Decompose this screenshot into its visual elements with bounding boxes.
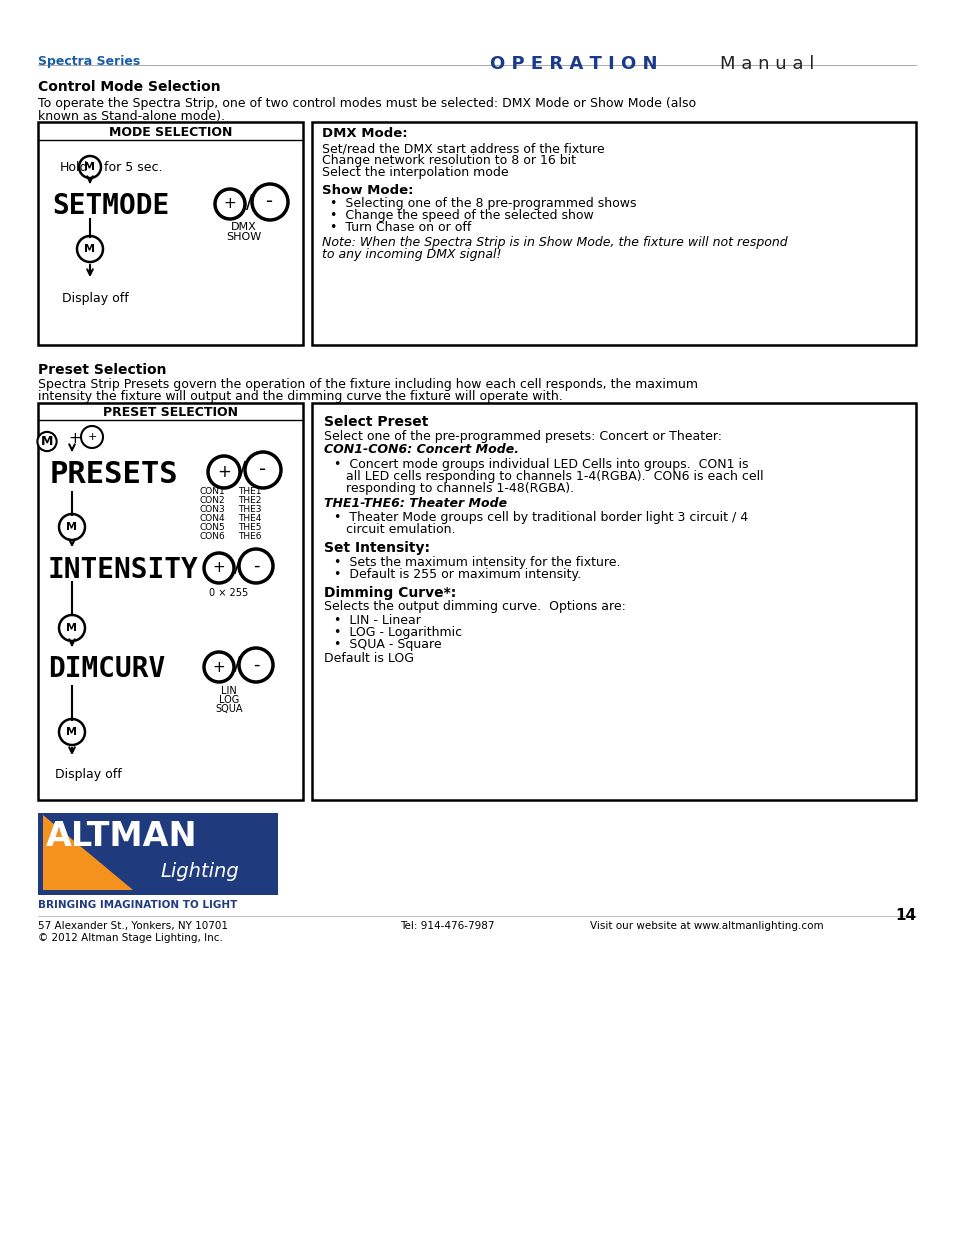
Text: THE3: THE3 [237, 505, 261, 514]
Text: Select the interpolation mode: Select the interpolation mode [322, 165, 508, 179]
Text: Default is LOG: Default is LOG [324, 652, 414, 664]
Text: •  Sets the maximum intensity for the fixture.: • Sets the maximum intensity for the fix… [334, 556, 619, 569]
Text: CON2: CON2 [200, 496, 226, 505]
Text: CON4: CON4 [200, 514, 226, 522]
Text: THE1: THE1 [237, 487, 261, 496]
Text: Visit our website at www.altmanlighting.com: Visit our website at www.altmanlighting.… [589, 921, 822, 931]
Text: LOG: LOG [218, 695, 239, 705]
Text: Change network resolution to 8 or 16 bit: Change network resolution to 8 or 16 bit [322, 154, 576, 167]
Text: Display off: Display off [62, 291, 129, 305]
Bar [38, 403, 303, 800]
Text: MODE SELECTION: MODE SELECTION [109, 126, 232, 140]
Text: /: / [233, 557, 240, 576]
Text: PRESETS: PRESETS [50, 459, 178, 489]
Text: M: M [67, 522, 77, 532]
Text: O P E R A T I O N: O P E R A T I O N [490, 56, 657, 73]
Text: +: + [69, 431, 81, 446]
Text: SETMODE: SETMODE [52, 191, 169, 220]
Text: +: + [213, 659, 225, 674]
Text: -: - [266, 193, 274, 211]
Bar [38, 122, 303, 345]
Text: THE6: THE6 [237, 532, 261, 541]
Bar [312, 122, 915, 345]
Text: /: / [233, 656, 240, 674]
Text: THE4: THE4 [237, 514, 261, 522]
Text: circuit emulation.: circuit emulation. [346, 522, 455, 536]
Text: Select one of the pre-programmed presets: Concert or Theater:: Select one of the pre-programmed presets… [324, 430, 721, 443]
Text: To operate the Spectra Strip, one of two control modes must be selected: DMX Mod: To operate the Spectra Strip, one of two… [38, 98, 696, 110]
Text: 14: 14 [894, 908, 915, 923]
Text: LIN: LIN [221, 685, 236, 697]
Text: M: M [85, 245, 95, 254]
Text: •  Selecting one of the 8 pre-programmed shows: • Selecting one of the 8 pre-programmed … [330, 198, 636, 210]
Text: DMX Mode:: DMX Mode: [322, 127, 407, 140]
Text: +: + [213, 561, 225, 576]
Text: THE2: THE2 [237, 496, 261, 505]
Text: intensity the fixture will output and the dimming curve the fixture will operate: intensity the fixture will output and th… [38, 390, 562, 403]
Bar [38, 813, 277, 895]
Text: M: M [85, 162, 95, 172]
Text: Note: When the Spectra Strip is in Show Mode, the fixture will not respond: Note: When the Spectra Strip is in Show … [322, 236, 787, 249]
Text: CON6: CON6 [200, 532, 226, 541]
Text: •  LOG - Logarithmic: • LOG - Logarithmic [334, 626, 461, 638]
Text: +: + [88, 432, 96, 442]
Text: Control Mode Selection: Control Mode Selection [38, 80, 220, 94]
Text: -: - [253, 557, 259, 576]
Text: THE5: THE5 [237, 522, 261, 532]
Text: 0 × 255: 0 × 255 [209, 588, 249, 598]
Text: DIMCURV: DIMCURV [48, 655, 165, 683]
Text: CON3: CON3 [200, 505, 226, 514]
Text: CON1: CON1 [200, 487, 226, 496]
Text: known as Stand-alone mode).: known as Stand-alone mode). [38, 110, 225, 124]
Text: Selects the output dimming curve.  Options are:: Selects the output dimming curve. Option… [324, 600, 625, 613]
Text: Preset Selection: Preset Selection [38, 363, 167, 377]
Text: © 2012 Altman Stage Lighting, Inc.: © 2012 Altman Stage Lighting, Inc. [38, 932, 223, 944]
Text: SHOW: SHOW [226, 232, 261, 242]
Text: •  Default is 255 or maximum intensity.: • Default is 255 or maximum intensity. [334, 568, 580, 580]
Text: CON5: CON5 [200, 522, 226, 532]
Text: •  Concert mode groups individual LED Cells into groups.  CON1 is: • Concert mode groups individual LED Cel… [334, 458, 748, 471]
Text: Set/read the DMX start address of the fixture: Set/read the DMX start address of the fi… [322, 142, 604, 156]
Text: CON1-CON6: Concert Mode.: CON1-CON6: Concert Mode. [324, 443, 518, 456]
Text: Spectra Series: Spectra Series [38, 56, 140, 68]
Text: -: - [259, 461, 266, 479]
Text: for 5 sec.: for 5 sec. [104, 161, 162, 174]
Text: SQUA: SQUA [215, 704, 242, 714]
Text: Lighting: Lighting [160, 862, 238, 881]
Text: Display off: Display off [55, 768, 122, 781]
Text: DMX: DMX [231, 222, 256, 232]
Text: •  LIN - Linear: • LIN - Linear [334, 614, 420, 627]
Text: M: M [67, 622, 77, 634]
Text: M a n u a l: M a n u a l [720, 56, 814, 73]
Text: ALTMAN: ALTMAN [46, 820, 197, 853]
Text: /: / [239, 459, 246, 480]
Text: THE1-THE6: Theater Mode: THE1-THE6: Theater Mode [324, 496, 507, 510]
Text: Set Intensity:: Set Intensity: [324, 541, 430, 555]
Text: all LED cells responding to channels 1-4(RGBA).  CON6 is each cell: all LED cells responding to channels 1-4… [346, 471, 762, 483]
Text: PRESET SELECTION: PRESET SELECTION [103, 406, 237, 419]
Text: responding to channels 1-48(RGBA).: responding to channels 1-48(RGBA). [346, 482, 574, 495]
Text: Hold: Hold [60, 161, 89, 174]
Text: BRINGING IMAGINATION TO LIGHT: BRINGING IMAGINATION TO LIGHT [38, 900, 237, 910]
Text: 57 Alexander St., Yonkers, NY 10701: 57 Alexander St., Yonkers, NY 10701 [38, 921, 228, 931]
Text: +: + [223, 196, 236, 211]
Text: Show Mode:: Show Mode: [322, 184, 413, 198]
Text: /: / [246, 193, 252, 211]
Text: INTENSITY: INTENSITY [48, 556, 198, 584]
Text: •  Theater Mode groups cell by traditional border light 3 circuit / 4: • Theater Mode groups cell by traditiona… [334, 511, 747, 524]
Text: Tel: 914-476-7987: Tel: 914-476-7987 [399, 921, 494, 931]
Text: Select Preset: Select Preset [324, 415, 428, 429]
Text: Dimming Curve*:: Dimming Curve*: [324, 585, 456, 600]
Bar [312, 403, 915, 800]
Text: M: M [67, 727, 77, 737]
Text: •  Turn Chase on or off: • Turn Chase on or off [330, 221, 471, 233]
Polygon shape [43, 815, 132, 890]
Text: to any incoming DMX signal!: to any incoming DMX signal! [322, 248, 501, 261]
Text: M: M [41, 435, 53, 448]
Text: +: + [217, 463, 231, 480]
Text: -: - [253, 656, 259, 674]
Text: •  SQUA - Square: • SQUA - Square [334, 638, 441, 651]
Text: Spectra Strip Presets govern the operation of the fixture including how each cel: Spectra Strip Presets govern the operati… [38, 378, 698, 391]
Text: •  Change the speed of the selected show: • Change the speed of the selected show [330, 209, 593, 222]
